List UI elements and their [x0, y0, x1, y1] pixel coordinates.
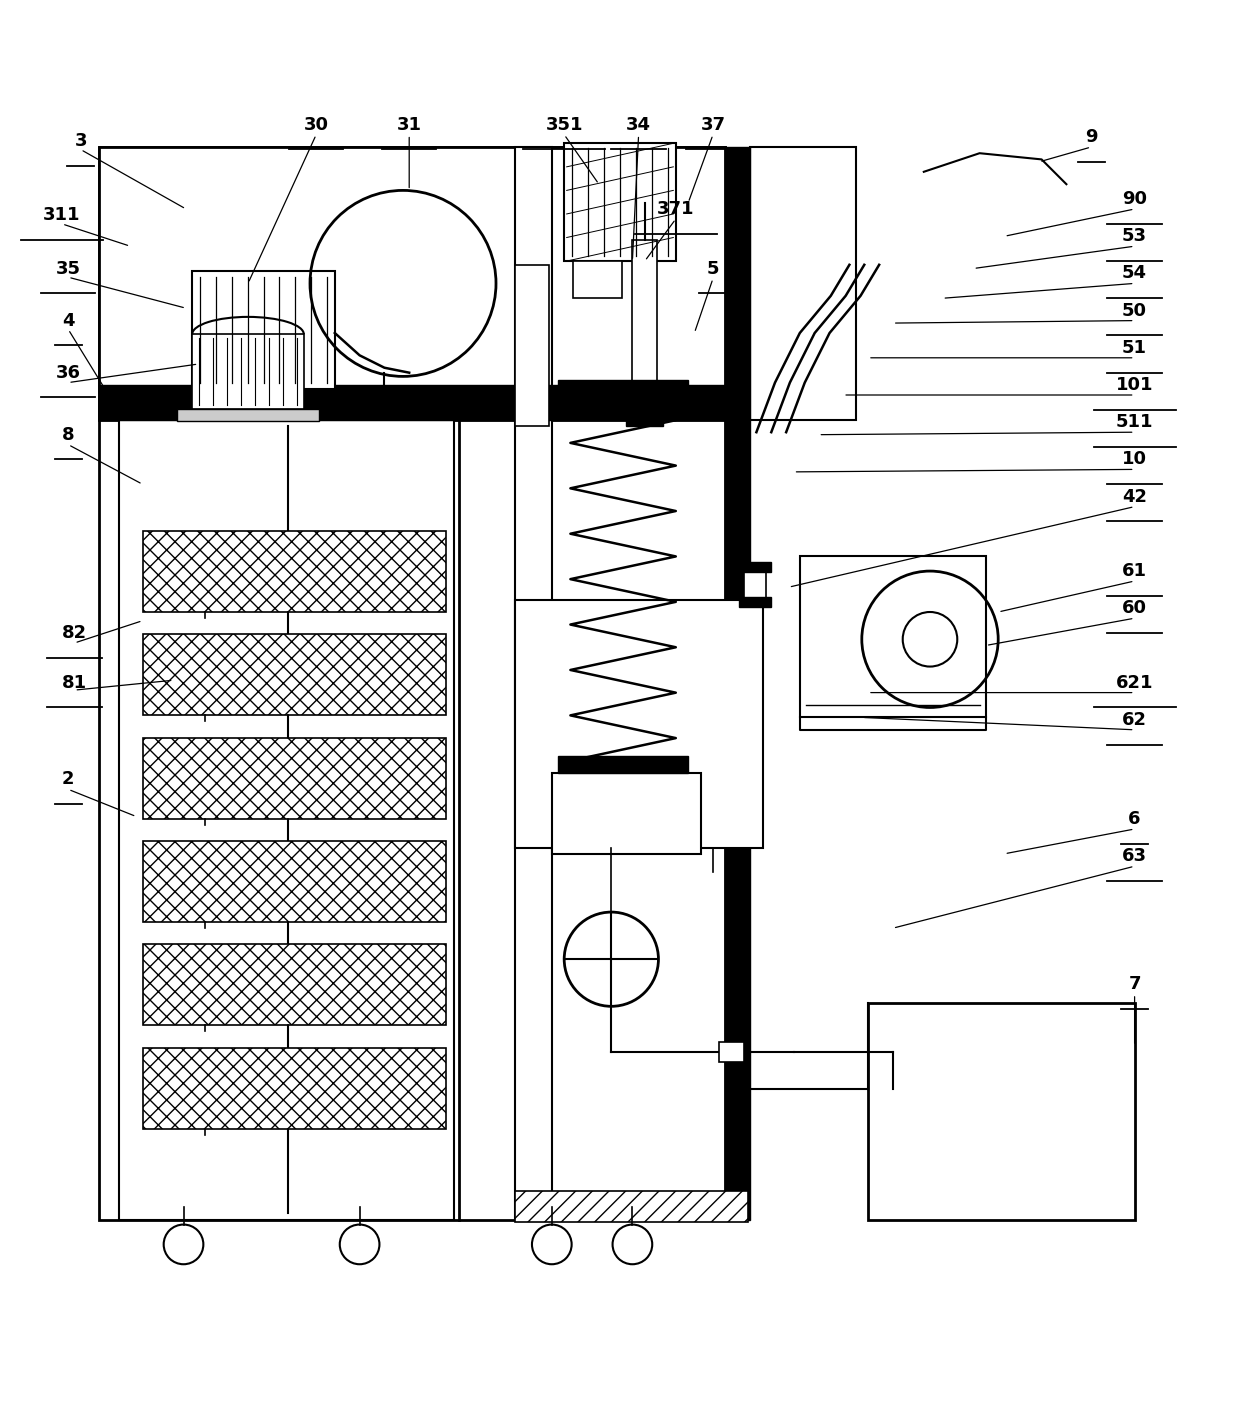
Bar: [192, 334, 304, 409]
Bar: [515, 147, 552, 1220]
Bar: [564, 144, 676, 261]
Text: 101: 101: [1116, 376, 1153, 393]
Text: 90: 90: [1122, 190, 1147, 209]
Bar: [143, 1049, 446, 1129]
Bar: [552, 773, 701, 854]
Bar: [558, 381, 688, 398]
Bar: [744, 572, 766, 599]
Text: 37: 37: [701, 116, 725, 134]
Text: 511: 511: [1116, 413, 1153, 431]
Bar: [626, 413, 663, 426]
Bar: [143, 945, 446, 1025]
Bar: [750, 147, 856, 420]
Text: 51: 51: [1122, 338, 1147, 357]
Text: 82: 82: [62, 625, 87, 642]
Bar: [739, 596, 771, 608]
Text: 4: 4: [62, 312, 74, 330]
Text: 3: 3: [74, 131, 87, 149]
Bar: [725, 147, 750, 1220]
Text: 31: 31: [397, 116, 422, 134]
Text: 42: 42: [1122, 488, 1147, 506]
Text: 2: 2: [62, 770, 74, 788]
Bar: [868, 1003, 1135, 1220]
Text: 54: 54: [1122, 265, 1147, 282]
Bar: [119, 420, 454, 1220]
Text: 5: 5: [707, 259, 719, 278]
Text: 61: 61: [1122, 563, 1147, 580]
Bar: [192, 271, 335, 389]
Bar: [99, 147, 725, 420]
Bar: [177, 409, 319, 422]
Bar: [143, 739, 446, 819]
Text: 6: 6: [1128, 811, 1141, 828]
Bar: [515, 265, 549, 426]
Text: 60: 60: [1122, 599, 1147, 618]
Bar: [558, 756, 688, 773]
Text: 7: 7: [1128, 974, 1141, 993]
Bar: [739, 563, 771, 572]
Text: 371: 371: [657, 200, 694, 219]
Text: 81: 81: [62, 674, 87, 692]
Bar: [143, 842, 446, 922]
Text: 63: 63: [1122, 847, 1147, 866]
Bar: [143, 634, 446, 715]
Text: 621: 621: [1116, 674, 1153, 692]
Text: 9: 9: [1085, 128, 1097, 147]
Text: 10: 10: [1122, 450, 1147, 468]
Bar: [143, 532, 446, 612]
Text: 36: 36: [56, 364, 81, 382]
Text: 311: 311: [43, 206, 81, 224]
Text: 30: 30: [304, 116, 329, 134]
Text: 8: 8: [62, 426, 74, 444]
Text: 53: 53: [1122, 227, 1147, 245]
Bar: [800, 556, 986, 718]
Text: 62: 62: [1122, 711, 1147, 729]
Bar: [515, 1191, 748, 1222]
Bar: [573, 261, 622, 299]
Bar: [515, 599, 763, 847]
Text: 34: 34: [626, 116, 651, 134]
Bar: [632, 240, 657, 382]
Text: 50: 50: [1122, 302, 1147, 320]
Text: 35: 35: [56, 259, 81, 278]
Bar: [99, 385, 725, 420]
Text: 351: 351: [546, 116, 583, 134]
Bar: [99, 147, 725, 1220]
Bar: [719, 1042, 744, 1062]
